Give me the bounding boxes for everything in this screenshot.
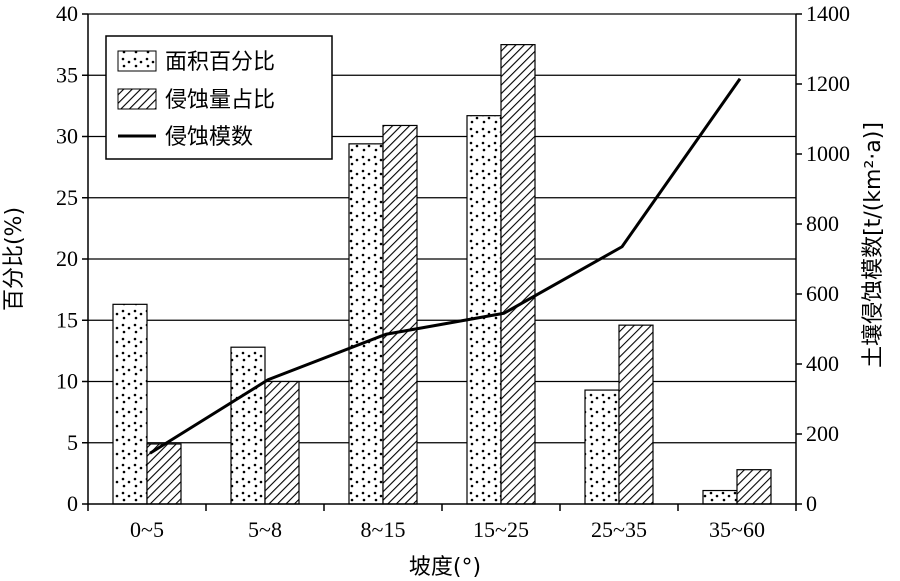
legend-swatch-area-percentage <box>117 50 157 72</box>
left-tick-label: 10 <box>56 369 78 394</box>
left-tick-label: 40 <box>56 1 78 26</box>
bars <box>112 44 772 505</box>
left-axis-title: 百分比(%) <box>2 207 27 311</box>
right-tick-label: 800 <box>806 211 839 236</box>
legend-label-area-percentage: 面积百分比 <box>165 50 275 75</box>
bar-area-percentage <box>702 489 738 505</box>
x-tick-label: 5~8 <box>248 517 282 542</box>
legend: 面积百分比 侵蚀量占比 侵蚀模数 <box>105 35 333 160</box>
right-axis-title: 土壤侵蚀模数[t/(km²·a)] <box>861 122 886 368</box>
right-tick-label: 0 <box>806 491 817 516</box>
left-tick-label: 0 <box>67 491 78 516</box>
x-tick-label: 8~15 <box>361 517 406 542</box>
x-tick-label: 15~25 <box>473 517 529 542</box>
left-axis-ticks: 0 5 10 15 20 25 30 35 40 <box>56 1 88 516</box>
erosion-modulus-line <box>149 77 742 455</box>
x-tick-label: 0~5 <box>130 517 164 542</box>
left-tick-label: 15 <box>56 307 78 332</box>
right-tick-label: 1400 <box>806 1 850 26</box>
right-axis-ticks: 0 200 400 600 800 1000 1200 1400 <box>796 1 850 516</box>
left-tick-label: 20 <box>56 246 78 271</box>
x-tick-label: 25~35 <box>591 517 647 542</box>
right-tick-label: 1200 <box>806 71 850 96</box>
bar-area-percentage <box>348 143 384 505</box>
bar-area-percentage <box>466 115 502 505</box>
legend-label-erosion-share: 侵蚀量占比 <box>165 88 275 113</box>
x-axis-ticks: 0~5 5~8 8~15 15~25 25~35 35~60 <box>87 504 797 542</box>
right-tick-label: 200 <box>806 421 839 446</box>
left-tick-label: 30 <box>56 124 78 149</box>
legend-label-erosion-modulus: 侵蚀模数 <box>165 125 253 150</box>
bar-erosion-share <box>382 124 418 505</box>
left-tick-label: 5 <box>67 430 78 455</box>
right-tick-label: 1000 <box>806 141 850 166</box>
x-tick-label: 35~60 <box>709 517 765 542</box>
left-tick-label: 35 <box>56 62 78 87</box>
bar-erosion-share <box>264 380 300 505</box>
erosion-modulus-line-layer <box>149 77 742 455</box>
bar-erosion-share <box>736 469 772 505</box>
right-tick-label: 600 <box>806 281 839 306</box>
bar-area-percentage <box>112 303 148 505</box>
bar-erosion-share <box>500 44 536 505</box>
bar-erosion-share <box>618 324 654 505</box>
bar-area-percentage <box>230 346 266 505</box>
left-tick-label: 25 <box>56 185 78 210</box>
right-tick-label: 400 <box>806 351 839 376</box>
bar-area-percentage <box>584 389 620 505</box>
legend-swatch-erosion-share <box>117 88 157 110</box>
x-axis-title: 坡度(°) <box>409 555 481 580</box>
